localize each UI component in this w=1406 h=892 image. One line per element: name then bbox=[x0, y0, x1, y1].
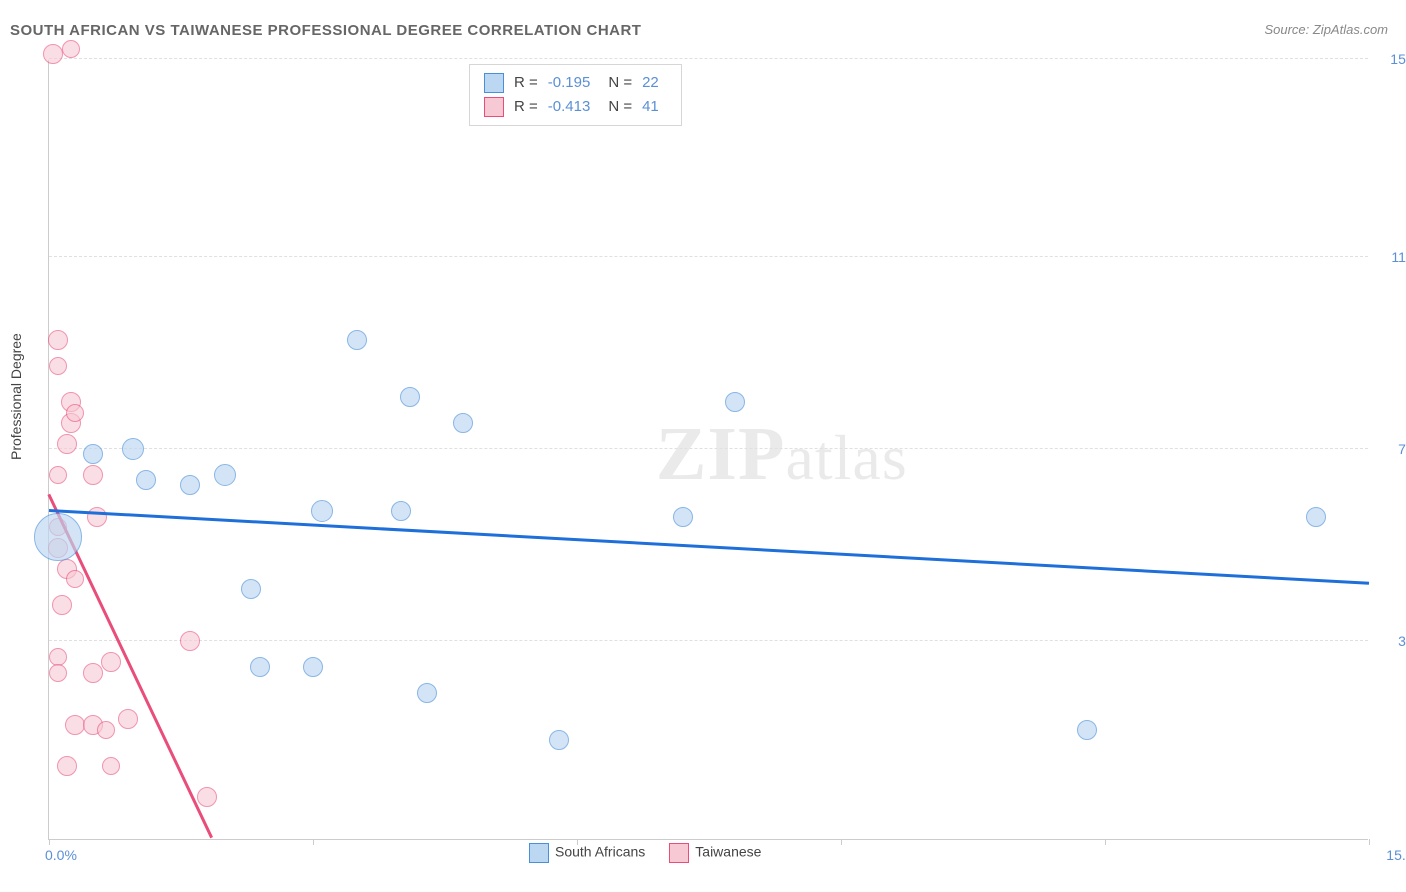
data-point-south-africans bbox=[391, 501, 411, 521]
legend-item-sa: South Africans bbox=[529, 843, 645, 863]
data-point-taiwanese bbox=[180, 631, 200, 651]
x-tick bbox=[577, 839, 578, 845]
stats-row-sa: R = -0.195 N = 22 bbox=[484, 71, 667, 95]
legend: South Africans Taiwanese bbox=[529, 843, 761, 863]
y-axis-label: Professional Degree bbox=[8, 333, 24, 460]
data-point-taiwanese bbox=[83, 465, 103, 485]
stats-row-tw: R = -0.413 N = 41 bbox=[484, 95, 667, 119]
y-tick-label: 11.2% bbox=[1391, 249, 1406, 265]
x-axis-label-right: 15.0% bbox=[1386, 847, 1406, 863]
data-point-taiwanese bbox=[52, 595, 72, 615]
data-point-south-africans bbox=[417, 683, 437, 703]
data-point-south-africans bbox=[1306, 507, 1326, 527]
data-point-south-africans bbox=[1077, 720, 1097, 740]
watermark-atlas: atlas bbox=[785, 422, 907, 493]
y-tick-label: 15.0% bbox=[1390, 51, 1406, 67]
r-label: R = bbox=[514, 71, 538, 95]
swatch-tw bbox=[484, 97, 504, 117]
r-value-sa: -0.195 bbox=[548, 71, 591, 95]
data-point-south-africans bbox=[34, 513, 82, 561]
data-point-taiwanese bbox=[43, 44, 63, 64]
n-label: N = bbox=[608, 71, 632, 95]
data-point-taiwanese bbox=[49, 466, 67, 484]
watermark-zip: ZIP bbox=[656, 412, 786, 496]
gridline-h bbox=[49, 256, 1368, 257]
data-point-south-africans bbox=[725, 392, 745, 412]
data-point-taiwanese bbox=[48, 330, 68, 350]
data-point-taiwanese bbox=[101, 652, 121, 672]
chart-title: SOUTH AFRICAN VS TAIWANESE PROFESSIONAL … bbox=[10, 22, 641, 39]
n-value-tw: 41 bbox=[642, 95, 659, 119]
legend-item-tw: Taiwanese bbox=[669, 843, 761, 863]
data-point-south-africans bbox=[122, 438, 144, 460]
data-point-south-africans bbox=[241, 579, 261, 599]
gridline-h bbox=[49, 448, 1368, 449]
scatter-plot: ZIPatlas R = -0.195 N = 22 R = -0.413 N … bbox=[48, 60, 1368, 840]
trend-line-south-africans bbox=[49, 509, 1369, 584]
x-tick bbox=[313, 839, 314, 845]
data-point-south-africans bbox=[311, 500, 333, 522]
data-point-taiwanese bbox=[49, 664, 67, 682]
y-tick-label: 7.5% bbox=[1398, 441, 1406, 457]
legend-swatch-sa bbox=[529, 843, 549, 863]
data-point-south-africans bbox=[453, 413, 473, 433]
swatch-sa bbox=[484, 73, 504, 93]
data-point-south-africans bbox=[250, 657, 270, 677]
gridline-h bbox=[49, 640, 1368, 641]
source-attribution: Source: ZipAtlas.com bbox=[1264, 22, 1388, 37]
data-point-south-africans bbox=[83, 444, 103, 464]
data-point-taiwanese bbox=[57, 756, 77, 776]
data-point-taiwanese bbox=[66, 404, 84, 422]
data-point-south-africans bbox=[673, 507, 693, 527]
data-point-taiwanese bbox=[97, 721, 115, 739]
y-tick-label: 3.8% bbox=[1398, 633, 1406, 649]
x-tick bbox=[1369, 839, 1370, 845]
legend-label-tw: Taiwanese bbox=[695, 844, 761, 860]
data-point-south-africans bbox=[400, 387, 420, 407]
data-point-south-africans bbox=[136, 470, 156, 490]
watermark: ZIPatlas bbox=[656, 411, 908, 498]
legend-swatch-tw bbox=[669, 843, 689, 863]
gridline-h bbox=[49, 58, 1368, 59]
x-axis-label-left: 0.0% bbox=[45, 847, 77, 863]
r-label: R = bbox=[514, 95, 538, 119]
data-point-taiwanese bbox=[197, 787, 217, 807]
correlation-stats-box: R = -0.195 N = 22 R = -0.413 N = 41 bbox=[469, 64, 682, 126]
data-point-taiwanese bbox=[118, 709, 138, 729]
legend-label-sa: South Africans bbox=[555, 844, 645, 860]
x-tick bbox=[49, 839, 50, 845]
data-point-taiwanese bbox=[57, 434, 77, 454]
r-value-tw: -0.413 bbox=[548, 95, 591, 119]
n-value-sa: 22 bbox=[642, 71, 659, 95]
data-point-south-africans bbox=[214, 464, 236, 486]
n-label: N = bbox=[608, 95, 632, 119]
data-point-south-africans bbox=[180, 475, 200, 495]
data-point-taiwanese bbox=[83, 663, 103, 683]
data-point-taiwanese bbox=[102, 757, 120, 775]
data-point-taiwanese bbox=[62, 40, 80, 58]
x-tick bbox=[1105, 839, 1106, 845]
data-point-south-africans bbox=[549, 730, 569, 750]
data-point-taiwanese bbox=[66, 570, 84, 588]
data-point-taiwanese bbox=[49, 357, 67, 375]
data-point-taiwanese bbox=[87, 507, 107, 527]
data-point-south-africans bbox=[303, 657, 323, 677]
data-point-south-africans bbox=[347, 330, 367, 350]
x-tick bbox=[841, 839, 842, 845]
